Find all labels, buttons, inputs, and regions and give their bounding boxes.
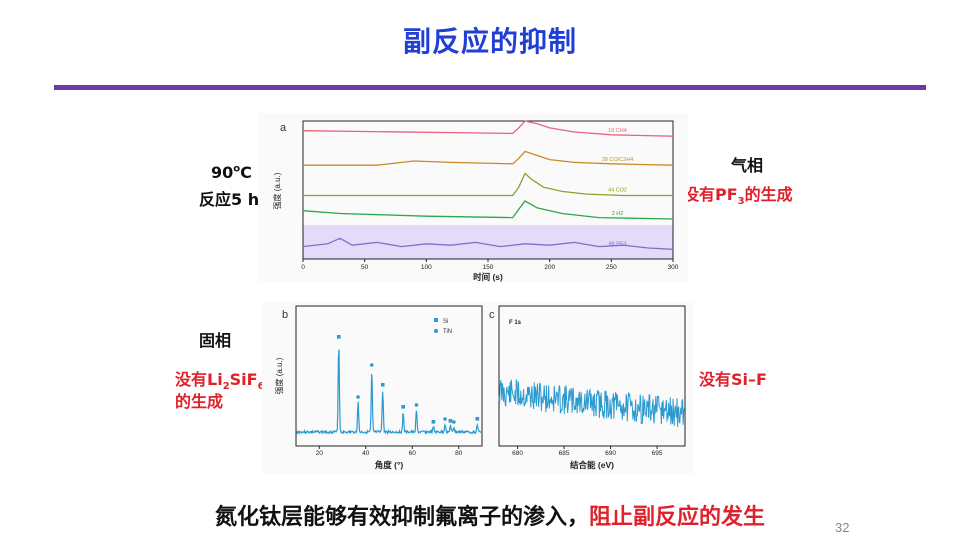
conclusion-text: 氮化钛层能够有效抑制氟离子的渗入，阻止副反应的发生 [0, 499, 980, 531]
no-sif-label: 没有Si–F [699, 370, 767, 389]
si-marker-4 [448, 419, 453, 423]
series-line-4 [302, 237, 674, 250]
si-marker-1 [380, 383, 385, 387]
a-xtick-3: 150 [483, 264, 494, 271]
chart-b-xrd: b 20 40 60 80 Si TiN 强度 (a.u.) 角度 (°) [262, 302, 487, 474]
tin-marker-2 [414, 403, 419, 407]
chart-a-ms: a 16 CH4 28 CO/C2H4 44 CO2 2 H2 88 PF3 0 50 10… [258, 113, 688, 283]
series-label-2: 44 CO2 [608, 188, 627, 194]
si-marker-3 [431, 420, 436, 424]
chart-b-ylabel: 强度 (a.u.) [274, 357, 284, 394]
series-line-0 [302, 120, 674, 137]
no-pf3-label: 没有PF3的生成 [683, 185, 793, 208]
b-xtick-2: 60 [409, 450, 417, 457]
tin-marker-3 [443, 417, 447, 421]
svg-text:a: a [280, 122, 287, 134]
tin-marker-1 [369, 363, 374, 367]
a-xtick-6: 300 [668, 264, 679, 271]
conclusion-black: 氮化钛层能够有效抑制氟离子的渗入， [214, 505, 589, 530]
conclusion-red: 阻止副反应的发生 [589, 505, 766, 530]
legend-si: Si [443, 319, 448, 325]
gas-phase-label: 气相 [731, 156, 764, 175]
no-li2sif6-label-line2: 的生成 [175, 392, 224, 411]
chart-b-xlabel: 角度 (°) [375, 460, 404, 470]
chart-b-legend: Si TiN [434, 318, 452, 335]
c-xtick-2: 690 [605, 450, 616, 457]
b-xtick-0: 20 [316, 450, 324, 457]
a-xtick-5: 250 [606, 264, 617, 271]
tin-marker-4 [452, 420, 456, 424]
page-number: 32 [835, 520, 850, 535]
series-label-0: 16 CH4 [608, 128, 627, 134]
si-marker-5 [475, 417, 480, 421]
title-divider [54, 85, 926, 90]
b-xtick-1: 40 [362, 450, 370, 457]
series-label-3: 2 H2 [612, 211, 624, 217]
svg-text:b: b [282, 309, 288, 321]
legend-tin: TiN [443, 329, 452, 335]
chart-c-xlabel: 结合能 (eV) [570, 460, 614, 470]
condition-temperature: 90oC [211, 163, 252, 182]
solid-phase-label: 固相 [199, 331, 232, 350]
series-line-3 [302, 200, 674, 220]
a-xtick-1: 50 [361, 264, 369, 271]
si-marker-0 [336, 335, 341, 339]
svg-text:c: c [489, 309, 495, 321]
c-xtick-0: 680 [512, 450, 523, 457]
chart-a-ylabel: 强度 (a.u.) [272, 172, 282, 209]
c-xtick-1: 685 [559, 450, 570, 457]
chart-c-title: F 1s [509, 320, 522, 326]
a-xtick-0: 0 [301, 264, 305, 271]
chart-c-xps: c F 1s 680 685 690 695 结合能 (eV) [483, 302, 693, 474]
series-line-2 [303, 172, 673, 197]
chart-a-xlabel: 时间 (s) [473, 272, 503, 282]
series-line-1 [303, 150, 674, 166]
slide-title: 副反应的抑制 [402, 25, 577, 58]
series-label-4: 88 PF3 [609, 241, 627, 247]
a-xtick-2: 100 [421, 264, 432, 271]
series-label-1: 28 CO/C2H4 [602, 157, 634, 163]
b-xtick-3: 80 [455, 450, 463, 457]
tin-marker-0 [356, 395, 360, 399]
a-xtick-4: 200 [544, 264, 555, 271]
c-xtick-3: 695 [652, 450, 663, 457]
si-marker-2 [401, 405, 405, 409]
condition-duration: 反应5 h [199, 190, 260, 209]
no-li2sif6-label: 没有Li2SiF6 [175, 370, 265, 393]
